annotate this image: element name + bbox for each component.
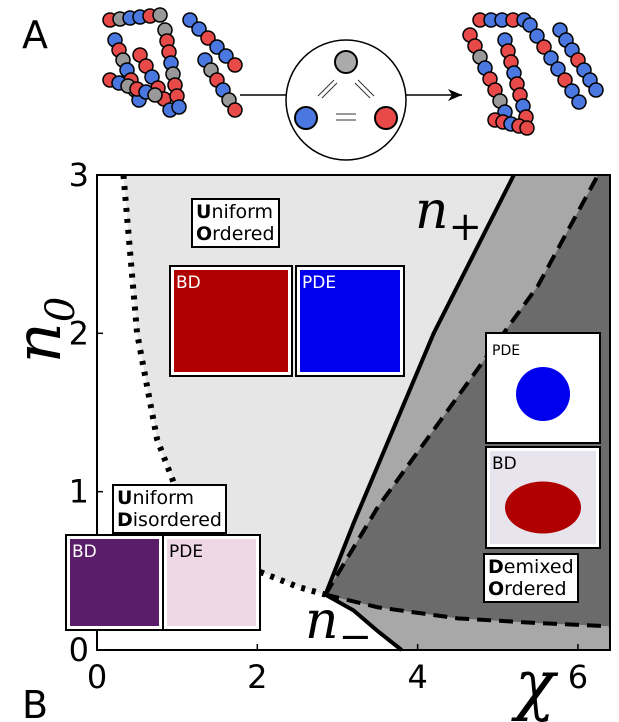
phase-label: Uniform Ordered — [191, 198, 280, 248]
bead — [191, 21, 207, 37]
panel-label: B — [22, 683, 48, 722]
y-tick-label: 2 — [69, 314, 89, 352]
x-tick-label: 6 — [568, 658, 588, 696]
inset-label: BD — [72, 542, 97, 562]
inset-label: PDE — [302, 273, 336, 293]
label-line: Demixed — [488, 556, 574, 578]
bead — [557, 72, 573, 88]
bead — [171, 99, 187, 115]
bead — [209, 39, 225, 55]
y-tick-label: 3 — [69, 156, 89, 194]
bead — [200, 30, 216, 46]
bead — [543, 50, 559, 66]
phase-label: Demixed Ordered — [483, 553, 579, 603]
label-line: Disordered — [117, 509, 222, 531]
phase-boundary — [323, 174, 516, 596]
species — [294, 106, 318, 130]
y-tick-label: 1 — [69, 473, 89, 511]
bead — [522, 17, 538, 33]
bead — [218, 48, 234, 64]
inset-image — [174, 270, 288, 372]
inset-label: BD — [492, 454, 517, 474]
inset-label: PDE — [169, 542, 203, 562]
bead — [536, 39, 552, 55]
inset-image — [70, 539, 159, 626]
x-tick-label: 2 — [247, 658, 267, 696]
bead — [152, 7, 168, 23]
bead — [182, 12, 198, 28]
inset-label: BD — [176, 273, 201, 293]
inset-blob — [505, 481, 581, 534]
reaction-circle — [285, 39, 407, 161]
arrow-head — [448, 89, 462, 101]
inset-image — [167, 539, 256, 626]
phase-boundary — [324, 592, 611, 629]
label-line: Ordered — [488, 578, 567, 600]
bead — [529, 28, 545, 44]
bead — [571, 94, 587, 110]
panel-label: A — [22, 13, 48, 57]
curve-label-text: n — [415, 181, 449, 241]
curve-label-sub: − — [339, 614, 373, 660]
y-axis-label-sub: 0 — [38, 297, 84, 322]
x-tick-label: 0 — [87, 658, 107, 696]
bead — [147, 87, 163, 103]
reaction-arrow — [354, 82, 371, 99]
bead — [564, 83, 580, 99]
bead — [588, 82, 604, 98]
x-axis-label: χ — [511, 646, 559, 722]
phase-boundary — [324, 592, 403, 652]
label-line: Uniform — [196, 201, 274, 223]
reaction-arrow — [321, 82, 338, 99]
plot-frame — [96, 174, 611, 651]
inset-image — [300, 270, 400, 372]
y-axis-label-text: n — [2, 322, 76, 363]
reaction-arrow — [317, 79, 335, 97]
bead — [227, 57, 243, 73]
bead — [227, 102, 243, 118]
label-line: Ordered — [196, 223, 275, 245]
bead — [519, 120, 535, 136]
species — [374, 106, 398, 130]
label-line: Uniform — [117, 487, 195, 509]
x-tick-label: 4 — [407, 658, 427, 696]
curve-label-sub: + — [449, 204, 483, 250]
curve-label: n+ — [415, 181, 482, 250]
phase-boundary — [323, 174, 600, 596]
species — [334, 50, 358, 74]
curve-label: n− — [305, 591, 372, 660]
inset-label: PDE — [492, 343, 520, 359]
phase-label: Uniform Disordered — [112, 484, 227, 534]
y-axis-label: n0 — [2, 297, 84, 364]
inset-blob — [516, 367, 570, 421]
y-tick-label: 0 — [69, 631, 89, 669]
reaction-arrow — [357, 79, 375, 97]
bead — [550, 61, 566, 77]
curve-label-text: n — [305, 591, 339, 651]
